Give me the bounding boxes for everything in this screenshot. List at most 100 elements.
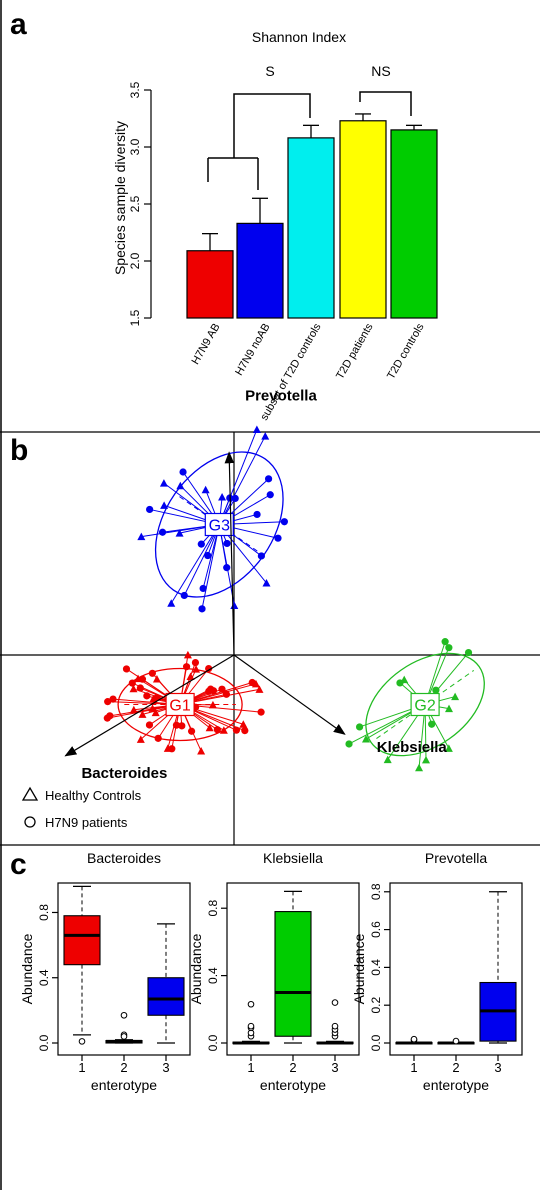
panel-a-bar-chart: Shannon Index Species sample diversity S… [112, 29, 438, 423]
outlier-point [78, 1038, 86, 1045]
xtick-label: 2 [120, 1060, 127, 1075]
cluster-label-box [204, 512, 234, 537]
ytick-label: 0.6 [369, 921, 383, 938]
significance-label-ns: NS [371, 63, 390, 79]
confidence-ellipse [365, 652, 485, 757]
cluster-g3: G3 [137, 425, 288, 613]
point-h7n9-patient [241, 727, 249, 735]
point-healthy-control [252, 425, 261, 434]
bracket-s [233, 93, 311, 158]
panel-c-box-plots: Bacteroides0.00.40.8Abundanceenterotype1… [19, 850, 523, 1093]
loading-vector-bacteroides [64, 654, 235, 757]
ytick-label: 0.8 [369, 883, 383, 900]
xtick-label: 3 [494, 1060, 501, 1075]
bar [390, 129, 438, 319]
point-healthy-control [383, 755, 392, 764]
point-healthy-control [262, 579, 271, 587]
point-healthy-control [400, 675, 409, 684]
boxplot-xlabel: enterotype [91, 1077, 157, 1093]
point-healthy-control [451, 692, 460, 701]
point-healthy-control [230, 601, 239, 609]
boxplot-xlabel: enterotype [423, 1077, 489, 1093]
outlier-point [120, 1033, 128, 1040]
point-h7n9-patient [213, 726, 221, 734]
ytick-label: 0.4 [369, 959, 383, 976]
point-healthy-control [197, 747, 206, 755]
vector-label-prevotella: Prevotella [245, 388, 317, 405]
chart-a-ytick-label: 3.0 [128, 138, 142, 155]
point-h7n9-patient [441, 638, 449, 646]
cluster-spoke [218, 435, 266, 525]
point-healthy-control [176, 481, 185, 490]
point-healthy-control [255, 685, 264, 693]
point-h7n9-patient [274, 534, 282, 542]
panel-b-letter: b [10, 434, 28, 467]
point-healthy-control [192, 665, 201, 673]
cluster-label: G2 [414, 698, 435, 715]
ytick-label: 0.4 [37, 969, 51, 986]
chart-a-ytick-label: 3.5 [128, 81, 142, 98]
chart-a-category-label: H7N9 AB [190, 322, 223, 367]
vector-label-bacteroides: Bacteroides [81, 765, 167, 782]
outlier-point [120, 1011, 128, 1019]
point-healthy-control [129, 684, 138, 693]
point-h7n9-patient [257, 552, 265, 560]
point-h7n9-patient [253, 510, 261, 519]
chart-a-category-label: T2D patients [334, 321, 376, 381]
point-healthy-control [163, 744, 172, 752]
point-h7n9-patient [198, 605, 206, 613]
cluster-label-box [165, 692, 195, 717]
xtick-label: 1 [410, 1060, 417, 1075]
point-h7n9-patient [199, 584, 207, 593]
point-h7n9-patient [432, 686, 440, 694]
chart-a-category-label: subset of T2D controls [258, 321, 324, 423]
xtick-label: 2 [452, 1060, 459, 1075]
bar [186, 250, 234, 319]
point-healthy-control [239, 720, 248, 728]
point-h7n9-patient [205, 664, 213, 673]
point-h7n9-patient [122, 665, 131, 673]
chart-a-ylabel: Species sample diversity [112, 121, 128, 275]
boxplot-ylabel: Abundance [188, 933, 204, 1004]
chart-a-ytick-label: 1.5 [128, 309, 142, 326]
vector-label-klebsiella: Klebsiella [377, 739, 448, 756]
ytick-label: 0.0 [369, 1034, 383, 1051]
bar [339, 120, 387, 319]
point-healthy-control [444, 744, 453, 752]
point-healthy-control [218, 493, 227, 501]
box [274, 911, 312, 1037]
point-healthy-control [415, 763, 424, 772]
point-healthy-control [137, 532, 146, 541]
xtick-label: 1 [78, 1060, 85, 1075]
point-h7n9-patient [109, 695, 117, 703]
point-h7n9-patient [104, 698, 112, 706]
bracket-ns [359, 91, 412, 116]
point-healthy-control [201, 485, 210, 494]
point-h7n9-patient [223, 564, 231, 572]
outlier-point [410, 1035, 418, 1043]
boxplot-ylabel: Abundance [351, 933, 367, 1004]
point-h7n9-patient [223, 539, 231, 548]
point-healthy-control [445, 704, 454, 713]
chart-a-category-label: H7N9 noAB [233, 322, 272, 378]
point-h7n9-patient [204, 551, 212, 560]
point-h7n9-patient [445, 644, 453, 652]
chart-a-title: Shannon Index [252, 29, 346, 45]
cluster-spoke [183, 524, 220, 596]
point-healthy-control [136, 735, 145, 743]
point-healthy-control [175, 529, 184, 537]
plot-frame [57, 882, 191, 1056]
point-h7n9-patient [345, 740, 353, 748]
outlier-point [247, 1022, 255, 1030]
ytick-label: 0.8 [37, 904, 51, 921]
confidence-ellipse [117, 667, 243, 742]
bar [236, 222, 284, 319]
boxplot-prevotella: Prevotella 0.0 0.2 0.4 0.6 0.8 Abundance entero… [351, 850, 523, 1093]
point-healthy-control [205, 723, 214, 732]
xtick-label: 1 [247, 1060, 254, 1075]
panel-b-pca-plot: G1 G2 G3 Prevotella Bacteroides Klebsiella H… [0, 388, 540, 845]
cluster-spoke [201, 524, 220, 609]
point-healthy-control [208, 700, 217, 709]
